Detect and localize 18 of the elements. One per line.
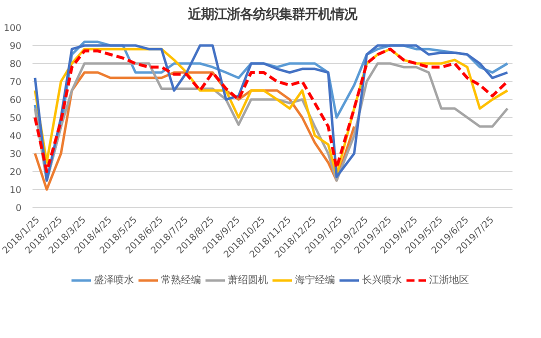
y-tick-label: 0 bbox=[16, 203, 22, 214]
legend-label: 盛泽喷水 bbox=[94, 274, 134, 287]
legend-label: 萧绍圆机 bbox=[228, 274, 268, 287]
y-tick-label: 40 bbox=[10, 131, 22, 142]
y-tick-label: 60 bbox=[10, 95, 22, 106]
y-tick-label: 70 bbox=[10, 77, 22, 88]
legend-label: 海宁经编 bbox=[295, 274, 335, 287]
y-tick-label: 50 bbox=[10, 113, 22, 124]
legend-label: 常熟经编 bbox=[161, 274, 201, 287]
y-tick-label: 10 bbox=[10, 185, 22, 196]
y-tick-label: 100 bbox=[4, 23, 22, 34]
legend-label: 江浙地区 bbox=[429, 274, 469, 287]
y-tick-label: 20 bbox=[10, 167, 22, 178]
y-tick-label: 80 bbox=[10, 59, 22, 70]
y-tick-label: 90 bbox=[10, 41, 22, 52]
chart-title: 近期江浙各纺织集群开机情况 bbox=[187, 6, 358, 22]
legend-label: 长兴喷水 bbox=[362, 274, 402, 287]
y-tick-label: 30 bbox=[10, 149, 22, 160]
